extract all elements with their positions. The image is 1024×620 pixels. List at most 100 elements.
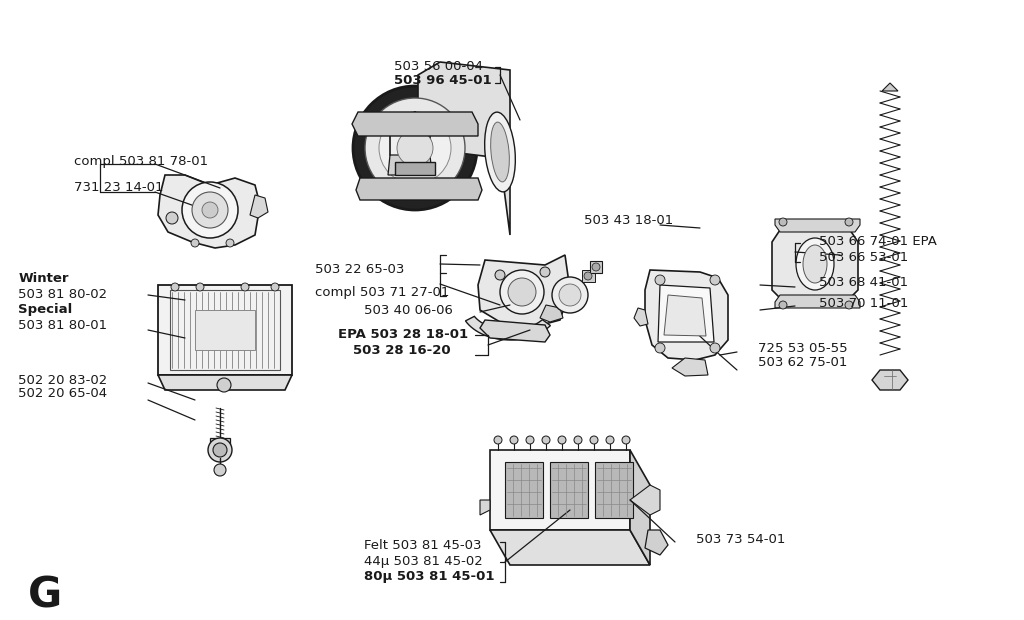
Text: Special: Special: [18, 304, 73, 316]
Circle shape: [710, 343, 720, 353]
Text: 731 23 14-01: 731 23 14-01: [74, 181, 163, 193]
Ellipse shape: [803, 245, 827, 283]
Circle shape: [397, 130, 433, 166]
Circle shape: [166, 212, 178, 224]
Polygon shape: [505, 462, 543, 518]
Circle shape: [592, 263, 600, 271]
Circle shape: [226, 239, 234, 247]
Polygon shape: [775, 219, 860, 232]
Polygon shape: [590, 261, 602, 273]
Polygon shape: [630, 485, 660, 515]
Polygon shape: [582, 270, 595, 282]
Circle shape: [379, 112, 451, 184]
Polygon shape: [872, 370, 908, 390]
Ellipse shape: [796, 238, 834, 290]
Ellipse shape: [490, 122, 509, 182]
Text: 502 20 65-04: 502 20 65-04: [18, 388, 108, 400]
Polygon shape: [158, 375, 292, 390]
Polygon shape: [418, 62, 510, 235]
Polygon shape: [645, 270, 728, 360]
Polygon shape: [158, 285, 292, 375]
Circle shape: [196, 283, 204, 291]
Circle shape: [542, 436, 550, 444]
Polygon shape: [595, 462, 633, 518]
Text: 503 56 00-04: 503 56 00-04: [394, 61, 483, 73]
Text: 503 70 11-01: 503 70 11-01: [819, 298, 908, 310]
Text: 503 40 06-06: 503 40 06-06: [364, 304, 453, 316]
Polygon shape: [550, 462, 588, 518]
Circle shape: [622, 436, 630, 444]
Text: Felt 503 81 45-03: Felt 503 81 45-03: [364, 539, 481, 552]
Circle shape: [558, 436, 566, 444]
Text: 725 53 05-55: 725 53 05-55: [758, 342, 848, 355]
Circle shape: [574, 436, 582, 444]
Polygon shape: [210, 438, 230, 445]
Text: 503 96 45-01: 503 96 45-01: [394, 74, 492, 87]
Ellipse shape: [484, 112, 515, 192]
Polygon shape: [490, 450, 630, 530]
Circle shape: [193, 192, 228, 228]
Circle shape: [171, 283, 179, 291]
Polygon shape: [195, 310, 255, 350]
Circle shape: [655, 275, 665, 285]
Text: compl 503 71 27-01: compl 503 71 27-01: [315, 286, 450, 299]
Circle shape: [845, 218, 853, 226]
Polygon shape: [664, 295, 706, 336]
Circle shape: [540, 267, 550, 277]
Circle shape: [213, 443, 227, 457]
Polygon shape: [490, 530, 650, 565]
Circle shape: [353, 86, 477, 210]
Text: 503 22 65-03: 503 22 65-03: [315, 264, 404, 276]
Circle shape: [606, 436, 614, 444]
Circle shape: [710, 275, 720, 285]
Text: 503 66 74-01 EPA: 503 66 74-01 EPA: [819, 236, 937, 248]
Text: 503 68 41-01: 503 68 41-01: [819, 276, 908, 288]
Polygon shape: [630, 450, 650, 565]
Circle shape: [584, 272, 592, 280]
Text: 503 73 54-01: 503 73 54-01: [696, 533, 785, 546]
Circle shape: [365, 98, 465, 198]
Polygon shape: [540, 305, 563, 322]
Polygon shape: [250, 195, 268, 218]
Text: 80μ 503 81 45-01: 80μ 503 81 45-01: [364, 570, 494, 583]
Text: 502 20 83-02: 502 20 83-02: [18, 374, 108, 386]
Circle shape: [510, 436, 518, 444]
Circle shape: [559, 284, 581, 306]
Text: Winter: Winter: [18, 273, 69, 285]
Polygon shape: [882, 83, 898, 91]
Circle shape: [191, 239, 199, 247]
Circle shape: [494, 436, 502, 444]
Text: 503 62 75-01: 503 62 75-01: [758, 356, 847, 369]
Polygon shape: [672, 358, 708, 376]
Polygon shape: [388, 155, 432, 175]
Polygon shape: [478, 255, 570, 328]
Polygon shape: [775, 295, 860, 308]
Text: 503 43 18-01: 503 43 18-01: [584, 214, 673, 226]
Polygon shape: [480, 320, 550, 342]
Polygon shape: [645, 530, 668, 555]
Polygon shape: [480, 500, 490, 515]
Polygon shape: [352, 112, 478, 136]
Circle shape: [214, 464, 226, 476]
Circle shape: [508, 278, 536, 306]
Circle shape: [552, 277, 588, 313]
Circle shape: [202, 202, 218, 218]
Polygon shape: [634, 308, 648, 326]
Circle shape: [271, 283, 279, 291]
Circle shape: [495, 270, 505, 280]
Polygon shape: [395, 162, 435, 175]
Text: 503 66 53-01: 503 66 53-01: [819, 251, 908, 264]
Circle shape: [208, 438, 232, 462]
Circle shape: [779, 301, 787, 309]
Circle shape: [845, 301, 853, 309]
Circle shape: [241, 283, 249, 291]
Circle shape: [500, 270, 544, 314]
Text: 503 81 80-01: 503 81 80-01: [18, 319, 108, 332]
Polygon shape: [356, 178, 482, 200]
Circle shape: [655, 343, 665, 353]
Polygon shape: [772, 230, 858, 298]
Text: compl 503 81 78-01: compl 503 81 78-01: [74, 155, 208, 167]
Polygon shape: [466, 316, 551, 340]
Polygon shape: [158, 175, 260, 248]
Circle shape: [182, 182, 238, 238]
